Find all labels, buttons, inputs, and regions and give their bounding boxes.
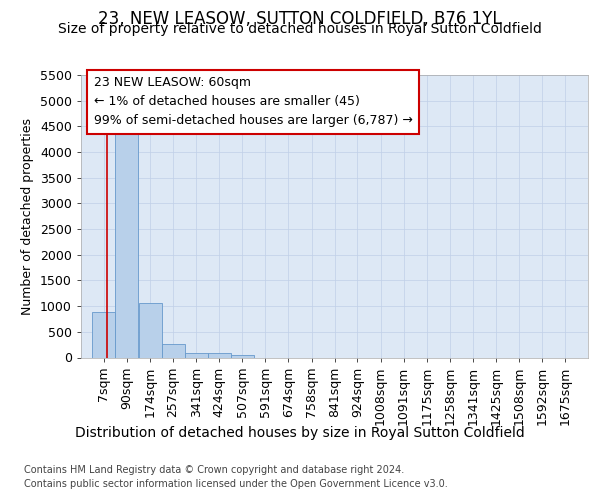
- Text: 23, NEW LEASOW, SUTTON COLDFIELD, B76 1YL: 23, NEW LEASOW, SUTTON COLDFIELD, B76 1Y…: [98, 10, 502, 28]
- Bar: [161, 344, 185, 357]
- Bar: [139, 303, 161, 358]
- Bar: [92, 312, 115, 358]
- Y-axis label: Number of detached properties: Number of detached properties: [22, 118, 34, 315]
- Bar: [185, 353, 208, 358]
- Bar: [230, 355, 254, 358]
- Text: 23 NEW LEASOW: 60sqm
← 1% of detached houses are smaller (45)
99% of semi-detach: 23 NEW LEASOW: 60sqm ← 1% of detached ho…: [94, 76, 413, 128]
- Text: Distribution of detached houses by size in Royal Sutton Coldfield: Distribution of detached houses by size …: [75, 426, 525, 440]
- Text: Size of property relative to detached houses in Royal Sutton Coldfield: Size of property relative to detached ho…: [58, 22, 542, 36]
- Bar: [115, 124, 139, 358]
- Text: Contains public sector information licensed under the Open Government Licence v3: Contains public sector information licen…: [24, 479, 448, 489]
- Bar: [208, 354, 230, 358]
- Text: Contains HM Land Registry data © Crown copyright and database right 2024.: Contains HM Land Registry data © Crown c…: [24, 465, 404, 475]
